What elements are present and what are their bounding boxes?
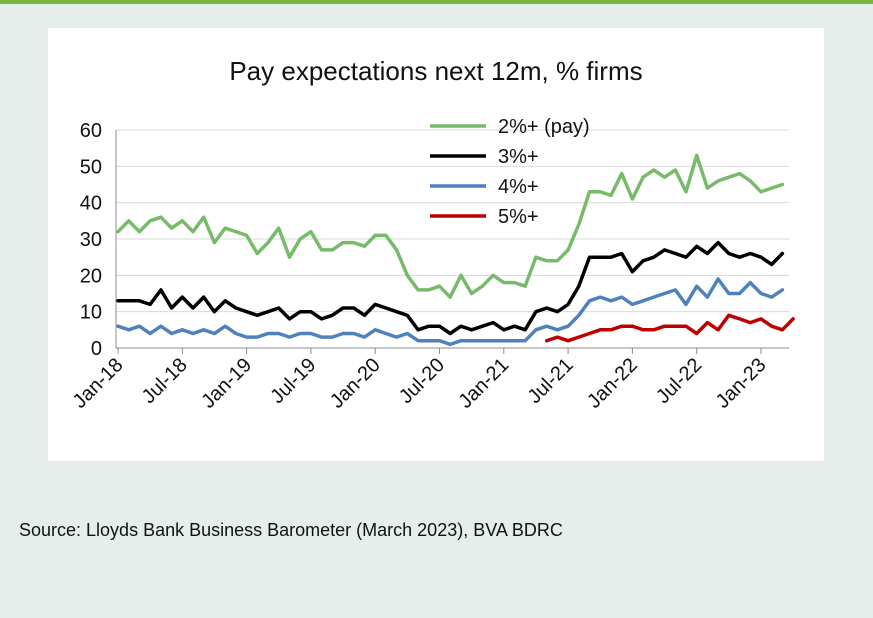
accent-top-bar xyxy=(0,0,873,4)
y-tick-label: 10 xyxy=(80,302,102,324)
y-tick-label: 20 xyxy=(80,265,102,287)
y-tick-label: 60 xyxy=(80,120,102,142)
legend: 2%+ (pay) 3%+ 4%+ 5%+ xyxy=(430,116,590,228)
legend-label: 2%+ (pay) xyxy=(498,116,590,138)
legend-label: 5%+ xyxy=(498,206,539,228)
x-tick-label: Jan-18 xyxy=(69,354,128,413)
legend-label: 3%+ xyxy=(498,146,539,168)
y-tick-label: 30 xyxy=(80,229,102,251)
series-line-3 xyxy=(116,277,785,347)
y-tick-label: 50 xyxy=(80,156,102,178)
series-line-1 xyxy=(116,153,785,299)
chart-panel: Pay expectations next 12m, % firms 0 10 20… xyxy=(48,28,824,461)
y-tick-label: 0 xyxy=(91,338,102,360)
line-chart: Pay expectations next 12m, % firms 0 10 20… xyxy=(69,56,795,413)
x-tick-label: Jan-19 xyxy=(197,354,256,413)
x-tick-label: Jan-21 xyxy=(455,354,514,413)
x-tick-label: Jan-23 xyxy=(712,354,771,413)
y-axis: 0 10 20 30 40 50 60 xyxy=(80,120,117,360)
x-tick-label: Jul-19 xyxy=(266,354,320,408)
source-note: Source: Lloyds Bank Business Barometer (… xyxy=(19,520,563,540)
x-axis: Jan-18 Jul-18 Jan-19 Jul-19 Jan-20 Jul-20 Jan-… xyxy=(69,347,789,413)
legend-label: 4%+ xyxy=(498,176,539,198)
x-tick-label: Jul-18 xyxy=(138,354,192,408)
grid-layer xyxy=(116,129,789,313)
x-tick-label: Jul-20 xyxy=(395,354,449,408)
series-line-2 xyxy=(116,240,785,336)
x-tick-label: Jan-20 xyxy=(326,354,385,413)
chart-title: Pay expectations next 12m, % firms xyxy=(229,56,642,86)
x-tick-label: Jul-21 xyxy=(524,354,578,408)
series-layer xyxy=(116,153,795,347)
series-line-4 xyxy=(544,313,795,343)
x-tick-label: Jul-22 xyxy=(652,354,706,408)
x-tick-label: Jan-22 xyxy=(583,354,642,413)
y-tick-label: 40 xyxy=(80,193,102,215)
